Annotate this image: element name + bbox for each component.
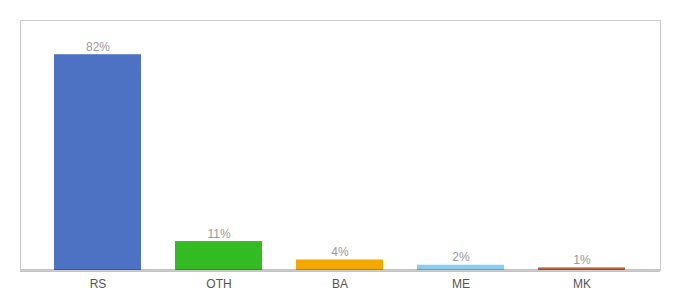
svg-text:82%: 82%	[86, 40, 110, 54]
svg-text:BA: BA	[332, 277, 348, 291]
svg-text:RS: RS	[90, 277, 107, 291]
svg-text:1%: 1%	[573, 253, 591, 267]
svg-text:2%: 2%	[452, 250, 470, 264]
svg-text:11%: 11%	[207, 227, 230, 241]
svg-text:MK: MK	[573, 277, 591, 291]
svg-text:ME: ME	[452, 277, 470, 291]
svg-text:OTH: OTH	[206, 277, 231, 291]
svg-text:4%: 4%	[331, 245, 349, 259]
